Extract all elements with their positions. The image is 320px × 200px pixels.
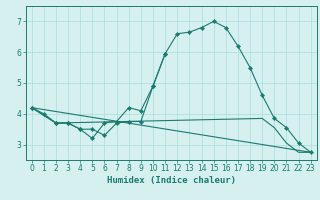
X-axis label: Humidex (Indice chaleur): Humidex (Indice chaleur) [107, 176, 236, 185]
